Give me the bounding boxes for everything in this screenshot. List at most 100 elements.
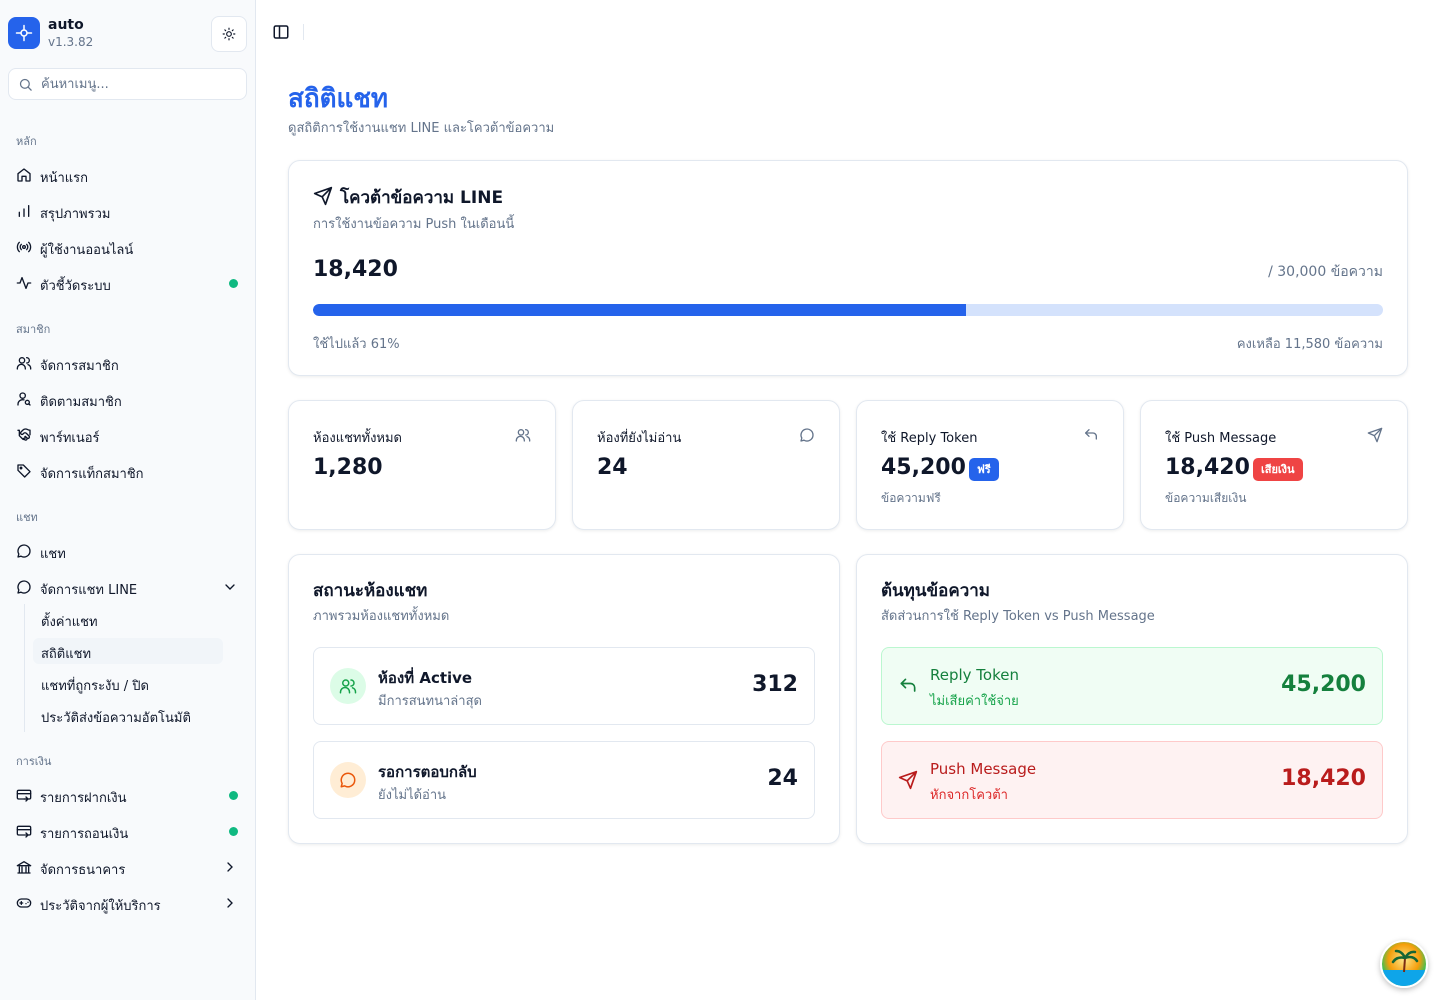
status-dot [229,279,238,288]
radio-icon [16,239,32,255]
user-search-icon [16,391,32,407]
row-value: 45,200 [1281,672,1366,697]
row-title: รอการตอบกลับ [378,763,477,781]
sun-icon [222,27,236,41]
message-circle-icon [16,579,32,595]
stat-value: 18,420 [1165,455,1250,480]
sidebar-item-banks[interactable]: จัดการธนาคาร [8,851,248,883]
sidebar-subitem-label: ตั้งค่าแชท [41,615,98,630]
sidebar-item-home[interactable]: หน้าแรก [8,159,248,191]
app-version: v1.3.82 [48,35,94,49]
sidebar-item-withdrawals[interactable]: รายการถอนเงิน [8,815,248,847]
home-icon [16,167,32,183]
sidebar-subitem-label: ประวัติส่งข้อความอัตโนมัติ [41,711,191,726]
sidebar-item-label: จัดการสมาชิก [40,359,119,374]
reply-icon [1083,427,1099,443]
stat-label: ห้องที่ยังไม่อ่าน [597,431,682,446]
sidebar-item-online-users[interactable]: ผู้ใช้งานออนไลน์ [8,231,248,263]
sidebar-item-label: รายการถอนเงิน [40,827,129,842]
card-title: โควต้าข้อความ LINE [340,188,504,208]
row-subtitle: ยังไม่ได้อ่าน [378,788,447,803]
gamepad-icon [16,895,32,911]
sidebar-item-manage-members[interactable]: จัดการสมาชิก [8,347,248,379]
sidebar-item-label: จัดการแชท LINE [40,583,138,598]
row-subtitle: หักจากโควต้า [930,788,1008,803]
sidebar-item-label: ตัวชี้วัดระบบ [40,279,111,294]
toolbar-divider [303,24,304,40]
active-rooms-row: ห้องที่ Active มีการสนทนาล่าสุด 312 [313,647,815,725]
sidebar-subitem-chat-stats[interactable]: สถิติแชท [33,638,223,664]
row-subtitle: ไม่เสียค่าใช้จ่าย [930,694,1019,709]
row-title: Reply Token [930,666,1019,684]
reply-token-cost-row: Reply Token ไม่เสียค่าใช้จ่าย 45,200 [881,647,1383,725]
chevron-down-icon [222,579,238,595]
sidebar-item-label: พาร์ทเนอร์ [40,431,100,446]
app-logo-icon[interactable] [8,17,40,49]
withdraw-icon [16,823,32,839]
handshake-icon [16,427,32,443]
quota-remaining: คงเหลือ 11,580 ข้อความ [1236,337,1383,352]
sidebar-subitem-chat-settings[interactable]: ตั้งค่าแชท [33,606,223,632]
reply-icon [898,676,918,696]
awaiting-reply-row: รอการตอบกลับ ยังไม่ได้อ่าน 24 [313,741,815,819]
send-icon [313,186,333,206]
sidebar-item-overview[interactable]: สรุปภาพรวม [8,195,248,227]
message-cost-card: ต้นทุนข้อความ สัดส่วนการใช้ Reply Token … [856,554,1408,844]
activity-icon [16,275,32,291]
push-message-cost-row: Push Message หักจากโควต้า 18,420 [881,741,1383,819]
row-value: 18,420 [1281,766,1366,791]
sidebar-subitem-label: สถิติแชท [41,647,92,662]
stat-value: 45,200 [881,455,966,480]
sidebar-item-chat[interactable]: แชท [8,535,248,567]
brand: auto v1.3.82 [8,16,248,52]
quota-used-percent: ใช้ไปแล้ว 61% [313,337,400,352]
users-icon [515,427,531,443]
sidebar-item-provider-history[interactable]: ประวัติจากผู้ให้บริการ [8,887,248,919]
sidebar-item-label: ผู้ใช้งานออนไลน์ [40,243,134,258]
page-title: สถิติแชท [288,84,389,114]
sidebar-item-label: สรุปภาพรวม [40,207,111,222]
stat-card-total-rooms: ห้องแชททั้งหมด 1,280 [288,400,556,530]
floating-avatar-button[interactable] [1380,940,1428,988]
sidebar-subitem-suspended-chats[interactable]: แชทที่ถูกระงับ / ปิด [33,670,223,696]
bar-chart-icon [16,203,32,219]
nav-group-label: แชท [16,511,38,524]
line-quota-card: โควต้าข้อความ LINE การใช้งานข้อความ Push… [288,160,1408,376]
sidebar-item-track-members[interactable]: ติดตามสมาชิก [8,383,248,415]
nav-group-label: หลัก [16,135,37,148]
status-dot [229,791,238,800]
theme-toggle-button[interactable] [211,16,247,52]
sidebar-toggle-button[interactable] [272,23,292,41]
status-dot [229,827,238,836]
card-subtitle: สัดส่วนการใช้ Reply Token vs Push Messag… [881,609,1155,624]
free-badge: ฟรี [969,458,999,481]
stat-card-reply-token: ใช้ Reply Token 45,200 ฟรี ข้อความฟรี [856,400,1124,530]
stat-label: ใช้ Reply Token [881,431,978,446]
stat-label: ใช้ Push Message [1165,431,1277,446]
sidebar-item-partners[interactable]: พาร์ทเนอร์ [8,419,248,451]
sidebar-item-system-metrics[interactable]: ตัวชี้วัดระบบ [8,267,248,299]
users-icon [16,355,32,371]
paid-badge: เสียเงิน [1253,458,1303,481]
send-icon [898,770,918,790]
panel-left-icon [273,25,289,39]
search-input[interactable] [41,69,241,99]
sidebar-item-deposits[interactable]: รายการฝากเงิน [8,779,248,811]
page-subtitle: ดูสถิติการใช้งานแชท LINE และโควต้าข้อควา… [288,121,555,136]
stat-sublabel: ข้อความเสียเงิน [1165,491,1247,505]
chevron-right-icon [222,895,238,911]
palm-tree-icon [1382,949,1426,986]
card-subtitle: การใช้งานข้อความ Push ในเดือนนี้ [313,217,515,232]
stat-value: 1,280 [313,455,383,480]
sidebar: auto v1.3.82 หลัก หน้าแรก สรุปภาพรวม ผู้… [0,0,256,1000]
sidebar-item-label: ประวัติจากผู้ให้บริการ [40,899,161,914]
sidebar-item-label: รายการฝากเงิน [40,791,127,806]
row-value: 312 [752,672,798,697]
sidebar-subitem-auto-message-history[interactable]: ประวัติส่งข้อความอัตโนมัติ [33,702,223,728]
bank-icon [16,859,32,875]
users-icon [330,668,366,704]
sidebar-item-member-tags[interactable]: จัดการแท็กสมาชิก [8,455,248,487]
stat-card-unread-rooms: ห้องที่ยังไม่อ่าน 24 [572,400,840,530]
sidebar-item-line-chat[interactable]: จัดการแชท LINE [8,571,248,603]
card-subtitle: ภาพรวมห้องแชททั้งหมด [313,609,450,624]
